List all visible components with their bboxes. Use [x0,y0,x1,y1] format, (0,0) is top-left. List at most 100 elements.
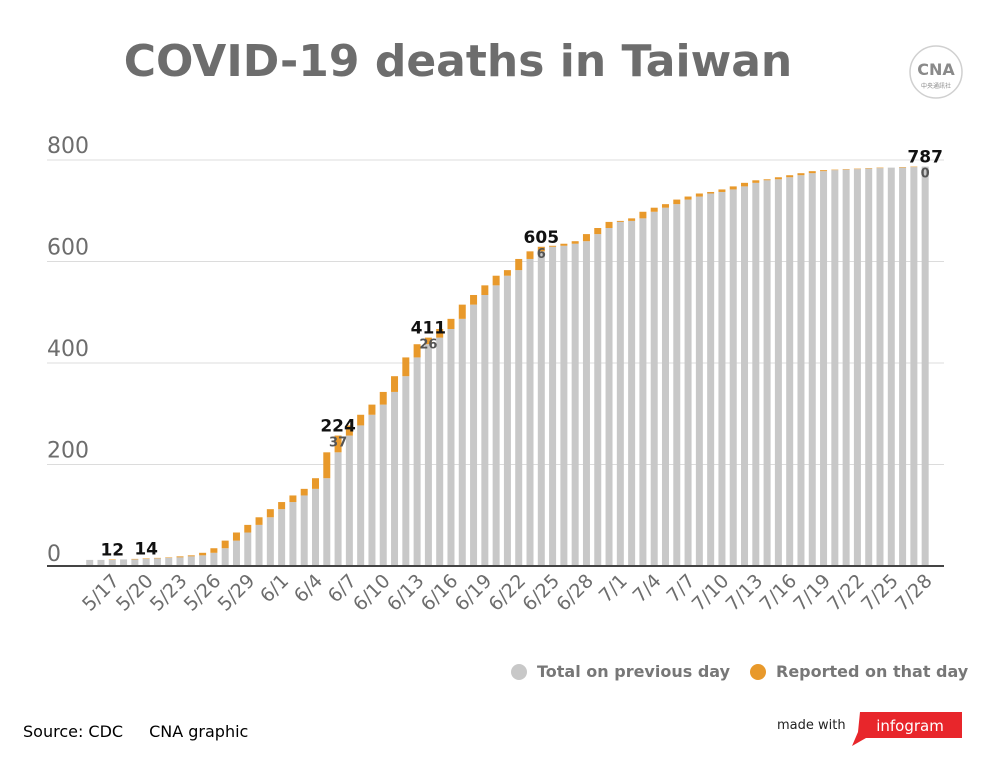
bar-total [447,328,455,566]
bar-total [718,191,726,566]
bar-reported [899,167,907,168]
data-label-reported: 37 [329,436,347,451]
bar-total [639,218,647,567]
bar-reported [910,166,918,168]
bar-reported [165,557,173,558]
legend-dot-reported [750,663,766,680]
bar-reported [176,556,184,558]
legend-item-reported: Reported on that day [750,662,968,681]
bar-total [673,204,681,566]
bar-total [560,245,568,566]
bar-total [774,179,782,566]
bars [86,166,929,567]
bar-reported [232,532,240,541]
bar-total [582,241,590,566]
bar-reported [266,509,274,518]
bar-reported [853,168,861,170]
x-tick-label: 7/16 [755,570,801,616]
bar-total [661,207,669,566]
bar-reported [797,173,805,176]
x-tick-label: 5/26 [180,570,226,616]
bar-reported [470,294,478,305]
bar-reported [210,548,218,553]
data-label-reported: 0 [921,167,930,182]
bar-total [108,559,116,566]
bar-total [199,555,207,566]
x-tick-label: 6/4 [290,570,327,607]
bar-reported [492,275,500,286]
bar-total [244,532,252,566]
bar-reported [684,196,692,200]
bar-total [120,559,128,566]
chart-title: COVID-19 deaths in Taiwan [123,36,793,87]
bar-total [232,540,240,566]
bar-reported [300,488,308,496]
x-tick-label: 7/19 [789,570,835,616]
y-axis: 0 200 400 600 800 [47,134,89,567]
bar-reported [244,524,252,533]
x-tick-label: 6/1 [256,570,293,607]
bar-reported [142,558,150,559]
bar-total [899,167,907,567]
bar-reported [255,517,263,525]
credit-text: CNA graphic [149,722,249,741]
bar-total [266,517,274,566]
bar-total [616,221,624,567]
source-line: Source: CDC CNA graphic [23,722,248,741]
bar-reported [752,180,760,183]
bar-total [470,304,478,566]
data-label-total: 787 [907,148,943,168]
bar-total [210,552,218,566]
bar-total [605,228,613,566]
x-tick-label: 7/13 [722,570,768,616]
bar-reported [808,171,816,174]
bar-reported [323,452,331,479]
legend-label-reported: Reported on that day [776,662,969,681]
bar-total [684,199,692,566]
x-tick-label: 7/10 [688,570,734,616]
bar-reported [153,557,161,559]
bar-total [368,414,376,566]
data-label-reported: 6 [537,247,546,262]
bar-total [808,173,816,566]
bar-total [312,488,319,566]
bar-total [221,548,229,566]
bar-total [853,169,861,566]
x-tick-label: 7/25 [857,570,903,616]
bar-total [187,556,195,566]
bar-total [492,285,500,566]
bar-reported [436,328,444,338]
bar-total [910,167,918,567]
bar-total [820,171,828,567]
x-tick-label: 6/10 [349,570,395,616]
bar-reported [131,558,139,560]
bar-total [842,169,850,566]
infogram-logo[interactable]: infogram [852,712,962,746]
bar-total [865,168,873,566]
svg-text:CNA: CNA [917,60,955,79]
bar-reported [661,204,669,208]
x-tick-label: 6/16 [417,570,463,616]
bar-reported [695,193,703,197]
bar-total [503,275,511,566]
bar-total [695,196,703,567]
bar-total [255,524,263,566]
bar-reported [424,337,432,345]
bar-reported [526,251,534,259]
bar-reported [391,376,399,392]
y-tick-label: 0 [47,542,61,567]
bar-reported [560,243,568,246]
bar-total [628,220,636,566]
bar-total [176,557,184,566]
bar-total [831,170,839,566]
bar-total [345,435,353,566]
bar-reported [357,414,365,426]
bar-reported [842,169,850,170]
x-tick-label: 6/13 [383,570,429,616]
x-tick-label: 6/25 [518,570,564,616]
bar-total [752,182,760,566]
bar-total [887,167,895,567]
bar-reported [616,220,624,222]
